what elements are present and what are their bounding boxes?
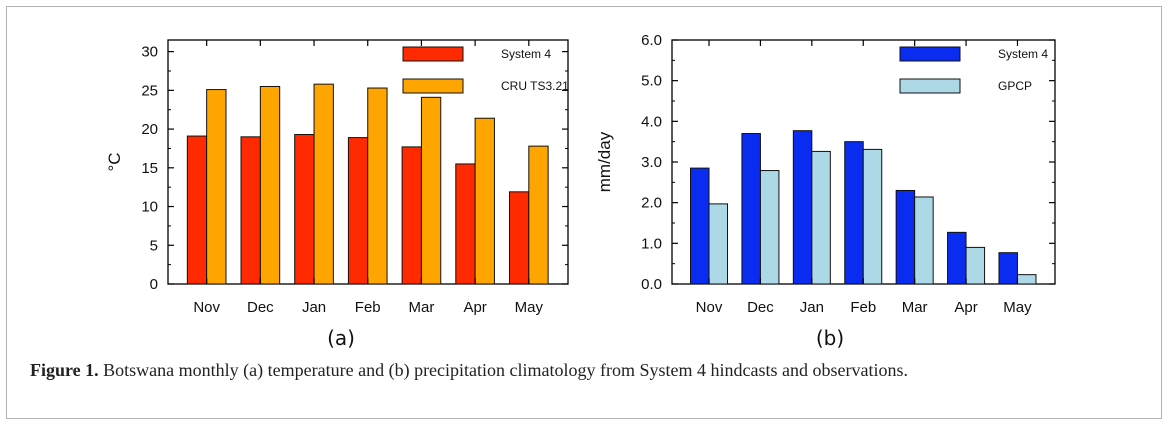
y-tick-label: 1.0	[641, 235, 662, 252]
bar-gpcp-apr	[965, 246, 986, 285]
x-tick-label: Mar	[409, 299, 435, 316]
bar-system-4-dec	[741, 133, 761, 285]
y-axis-label: mm/day	[595, 131, 614, 192]
caption-label: Figure 1.	[30, 360, 99, 380]
y-tick-label: 5	[150, 237, 158, 254]
bar-system-4-mar	[401, 146, 422, 285]
legend-label: System 4	[998, 47, 1048, 61]
x-tick-label: Nov	[696, 299, 723, 316]
legend-swatch	[899, 78, 961, 94]
bar-gpcp-may	[1016, 274, 1037, 285]
y-axis-label: °C	[105, 152, 124, 171]
y-tick-label: 15	[141, 160, 158, 177]
bar-cru-ts3-21-apr	[474, 117, 495, 285]
bar-system-4-apr	[947, 231, 967, 285]
bar-system-4-apr	[455, 163, 476, 285]
x-tick-label: Mar	[902, 299, 928, 316]
bar-gpcp-mar	[914, 196, 934, 285]
x-tick-label: May	[1003, 299, 1032, 316]
bar-cru-ts3-21-may	[528, 145, 549, 285]
y-tick-label: 30	[141, 44, 158, 61]
x-tick-label: Nov	[193, 299, 220, 316]
bar-cru-ts3-21-dec	[259, 85, 281, 285]
legend-label: GPCP	[998, 79, 1032, 93]
bar-system-4-jan	[792, 130, 813, 285]
y-tick-label: 0	[150, 276, 158, 293]
bar-system-4-dec	[240, 136, 261, 285]
x-tick-label: Feb	[850, 299, 876, 316]
x-tick-label: May	[515, 299, 544, 316]
y-tick-label: 6.0	[641, 32, 662, 49]
bar-gpcp-feb	[862, 148, 883, 285]
legend-label: System 4	[501, 47, 551, 61]
x-tick-label: Dec	[747, 299, 774, 316]
bar-cru-ts3-21-nov	[206, 89, 227, 285]
bar-system-4-may	[508, 191, 530, 285]
bar-cru-ts3-21-feb	[367, 87, 388, 285]
figure-caption: Figure 1. Botswana monthly (a) temperatu…	[30, 360, 1140, 381]
legend-swatch	[899, 46, 961, 62]
y-tick-label: 25	[141, 82, 158, 99]
legend-swatch	[402, 46, 464, 62]
x-tick-label: Dec	[247, 299, 274, 316]
bar-cru-ts3-21-mar	[420, 96, 442, 285]
panel-label: (a)	[327, 326, 355, 350]
x-tick-label: Apr	[954, 299, 977, 316]
x-tick-label: Jan	[800, 299, 824, 316]
bar-gpcp-nov	[708, 203, 729, 285]
bar-system-4-nov	[690, 167, 710, 285]
caption-text: Botswana monthly (a) temperature and (b)…	[103, 360, 908, 380]
bar-gpcp-dec	[759, 170, 780, 285]
y-tick-label: 2.0	[641, 195, 662, 212]
temperature-chart: 0 5 10 15 20 25 30 °C Nov Dec Jan Feb Mar Apr May Syste…	[105, 39, 569, 350]
bar-system-4-nov	[186, 135, 208, 285]
x-tick-label: Apr	[463, 299, 486, 316]
y-tick-label: 10	[141, 199, 158, 216]
bar-system-4-mar	[895, 189, 916, 285]
panel-label: (b)	[816, 326, 844, 350]
y-tick-label: 4.0	[641, 113, 662, 130]
y-tick-label: 5.0	[641, 73, 662, 90]
x-tick-label: Feb	[355, 299, 381, 316]
x-tick-label: Jan	[302, 299, 326, 316]
bar-gpcp-jan	[811, 150, 831, 285]
y-tick-label: 20	[141, 121, 158, 138]
bar-system-4-may	[998, 252, 1018, 285]
y-tick-label: 0.0	[641, 276, 662, 293]
bar-cru-ts3-21-jan	[313, 83, 334, 285]
y-tick-label: 3.0	[641, 154, 662, 171]
legend-swatch	[402, 78, 464, 94]
bar-system-4-feb	[844, 141, 864, 285]
bar-system-4-jan	[294, 134, 315, 285]
precipitation-chart: 0.0 1.0 2.0 3.0 4.0 5.0 6.0 mm/day Nov Dec Jan Feb M…	[595, 32, 1056, 350]
legend-label: CRU TS3.21	[501, 79, 569, 93]
bar-system-4-feb	[347, 137, 369, 285]
